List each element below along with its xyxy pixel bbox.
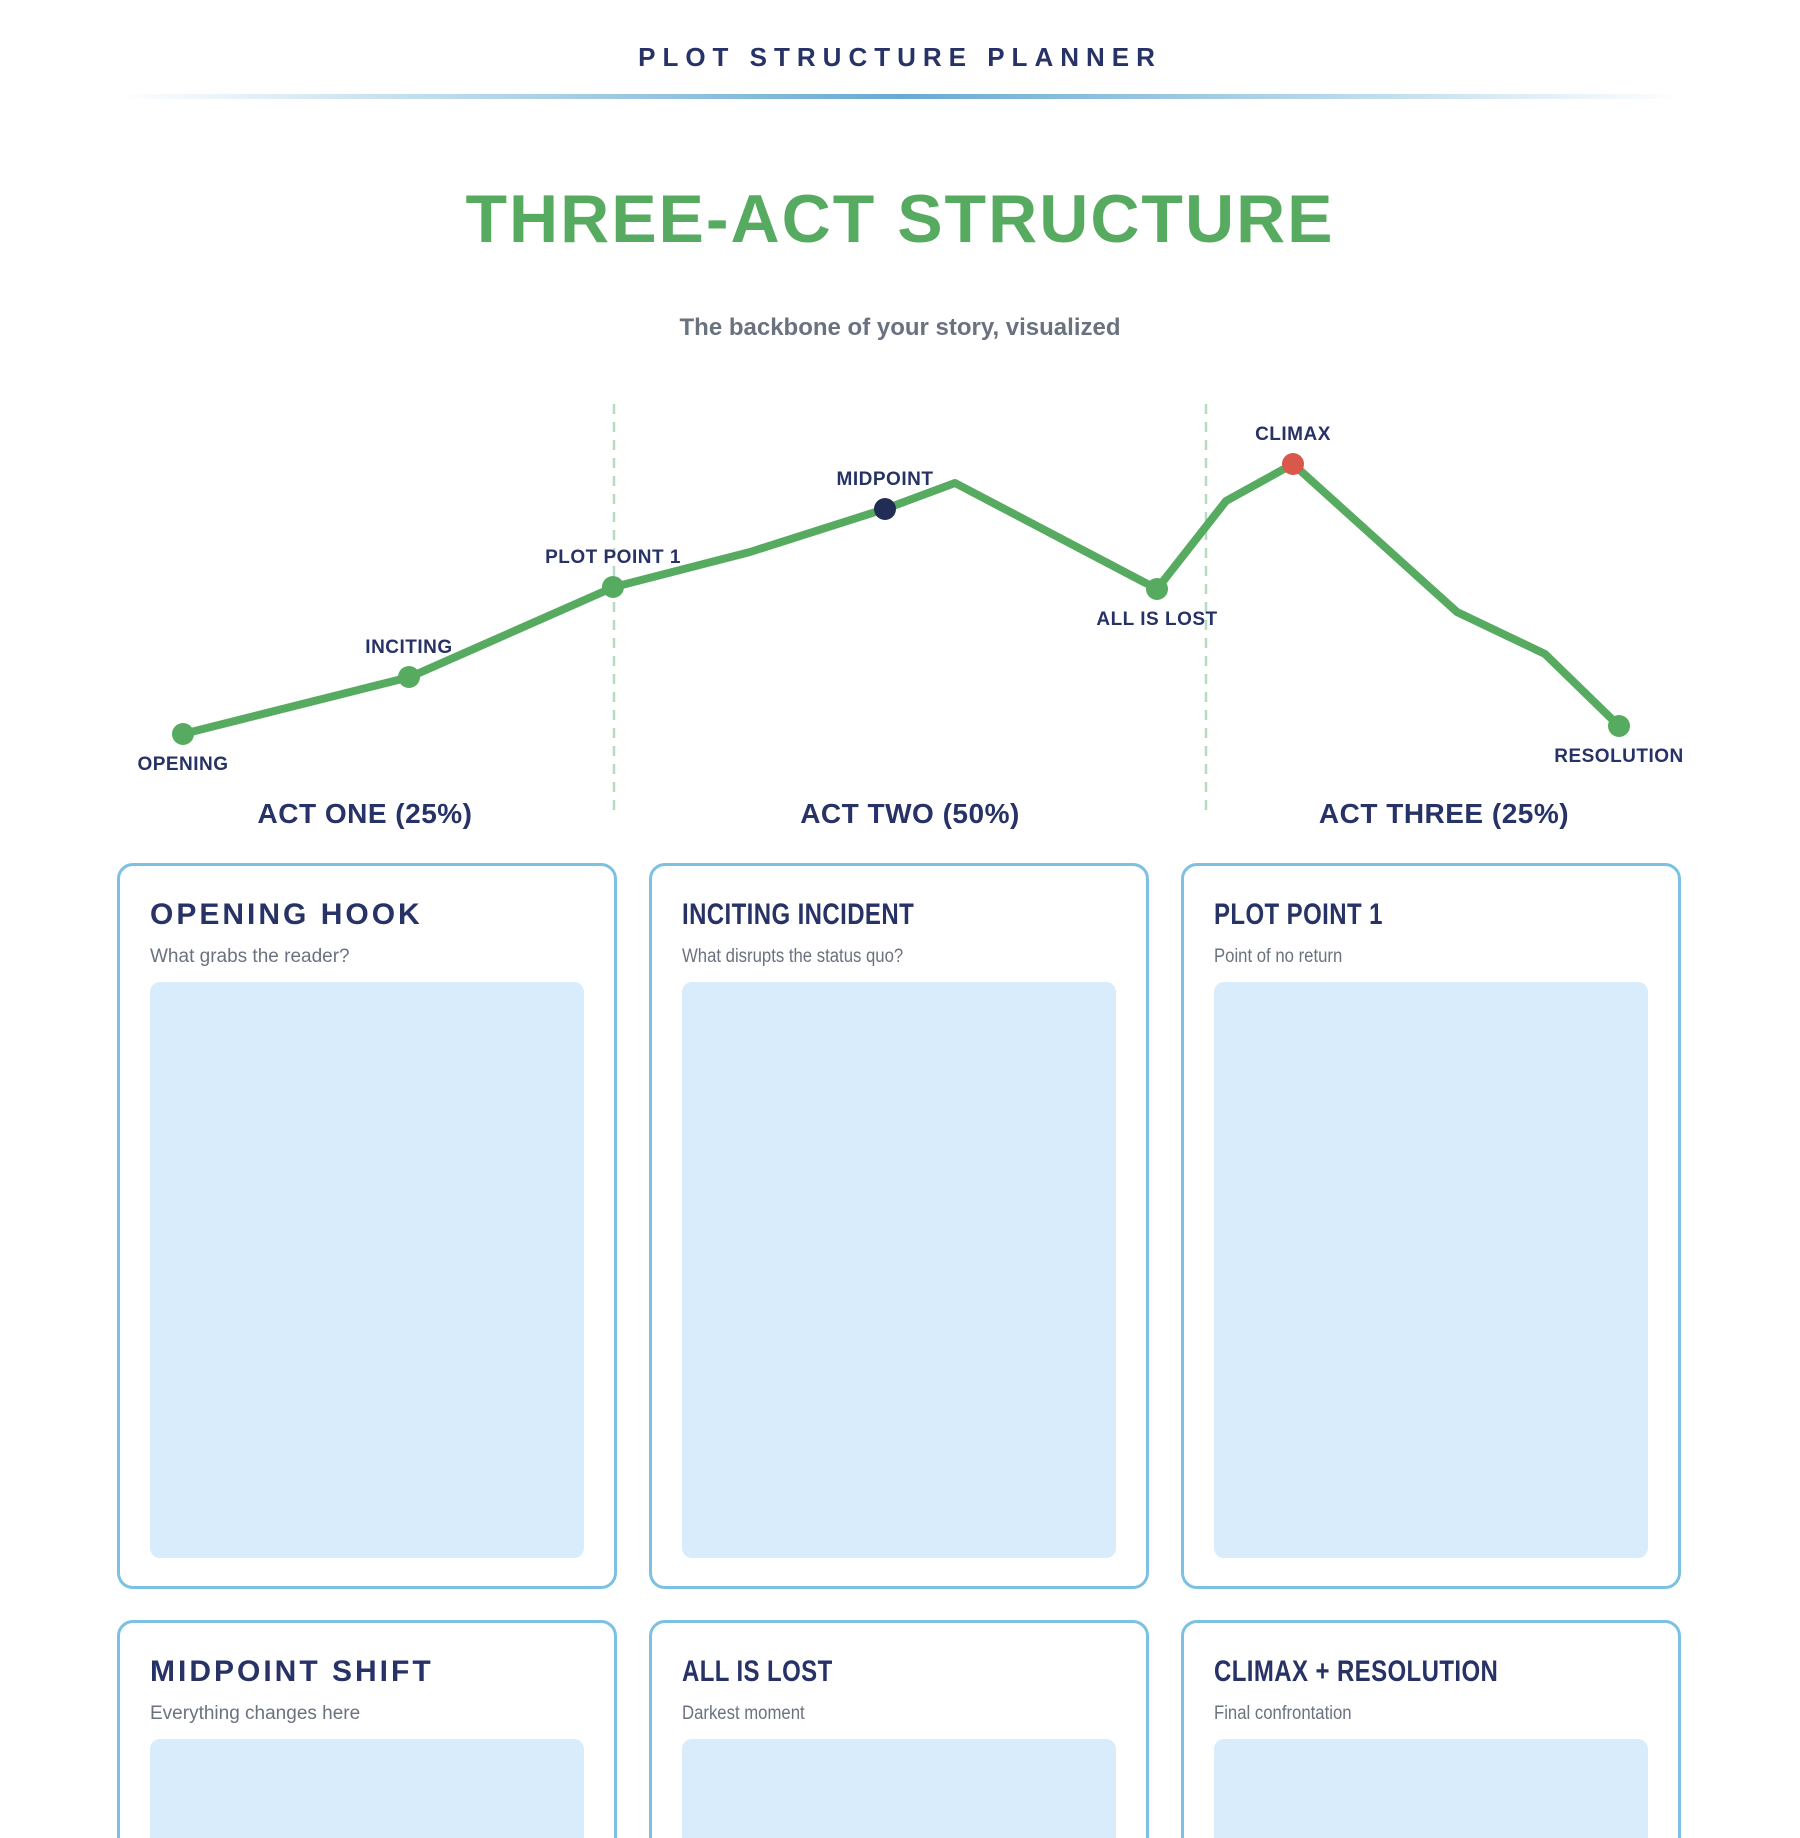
card-plot-point-1: PLOT POINT 1 Point of no return: [1181, 863, 1681, 1589]
plot-node-label: INCITING: [365, 637, 452, 658]
act-label: ACT ONE (25%): [258, 798, 473, 829]
story-arc-line: [179, 460, 1623, 738]
inciting-incident-notes-area[interactable]: [682, 982, 1116, 1558]
card-title: MIDPOINT SHIFT: [150, 1655, 434, 1688]
card-title: ALL IS LOST: [682, 1655, 833, 1688]
plot-node-label: OPENING: [137, 754, 228, 775]
plot-node-label: RESOLUTION: [1554, 746, 1684, 767]
page-subtitle: The backbone of your story, visualized: [679, 314, 1121, 341]
card-all-is-lost: ALL IS LOST Darkest moment: [649, 1620, 1149, 1838]
card-midpoint-shift: MIDPOINT SHIFT Everything changes here: [117, 1620, 617, 1838]
page-title: THREE-ACT STRUCTURE: [465, 181, 1335, 257]
card-subtitle: Final confrontation: [1214, 1703, 1352, 1724]
plot-node-all-is-lost: [1146, 578, 1168, 600]
app-header-title: PLOT STRUCTURE PLANNER: [638, 42, 1162, 72]
card-opening-hook: OPENING HOOK What grabs the reader?: [117, 863, 617, 1589]
card-subtitle: Point of no return: [1214, 946, 1343, 967]
plot-node-label: PLOT POINT 1: [545, 547, 681, 568]
opening-hook-notes-area[interactable]: [150, 982, 584, 1558]
plot-node-label: MIDPOINT: [837, 469, 934, 490]
cards-grid: OPENING HOOK What grabs the reader? INCI…: [117, 863, 1681, 1838]
card-title: INCITING INCIDENT: [682, 898, 915, 931]
plot-node-climax: [1282, 453, 1304, 475]
plot-node-opening: [172, 723, 194, 745]
card-subtitle: Everything changes here: [150, 1703, 361, 1724]
act-label: ACT THREE (25%): [1319, 798, 1569, 829]
climax-resolution-notes-area[interactable]: [1214, 1739, 1648, 1838]
act-label: ACT TWO (50%): [800, 798, 1020, 829]
plot-node-plot-point-1: [602, 576, 624, 598]
card-subtitle: What disrupts the status quo?: [682, 946, 904, 967]
card-title: PLOT POINT 1: [1214, 898, 1383, 931]
card-subtitle: What grabs the reader?: [150, 946, 350, 967]
card-title: OPENING HOOK: [150, 898, 423, 931]
all-is-lost-notes-area[interactable]: [682, 1739, 1116, 1838]
card-inciting-incident: INCITING INCIDENT What disrupts the stat…: [649, 863, 1149, 1589]
plot-node-midpoint: [874, 498, 896, 520]
plot-node-label: ALL IS LOST: [1096, 609, 1217, 630]
midpoint-shift-notes-area[interactable]: [150, 1739, 584, 1838]
plot-node-label: CLIMAX: [1255, 424, 1331, 445]
plot-node-resolution: [1608, 715, 1630, 737]
plot-node-inciting: [398, 666, 420, 688]
card-climax-resolution: CLIMAX + RESOLUTION Final confrontation: [1181, 1620, 1681, 1838]
header-divider: [118, 94, 1682, 99]
card-title: CLIMAX + RESOLUTION: [1214, 1655, 1499, 1688]
plot-point-1-notes-area[interactable]: [1214, 982, 1648, 1558]
card-subtitle: Darkest moment: [682, 1703, 805, 1724]
